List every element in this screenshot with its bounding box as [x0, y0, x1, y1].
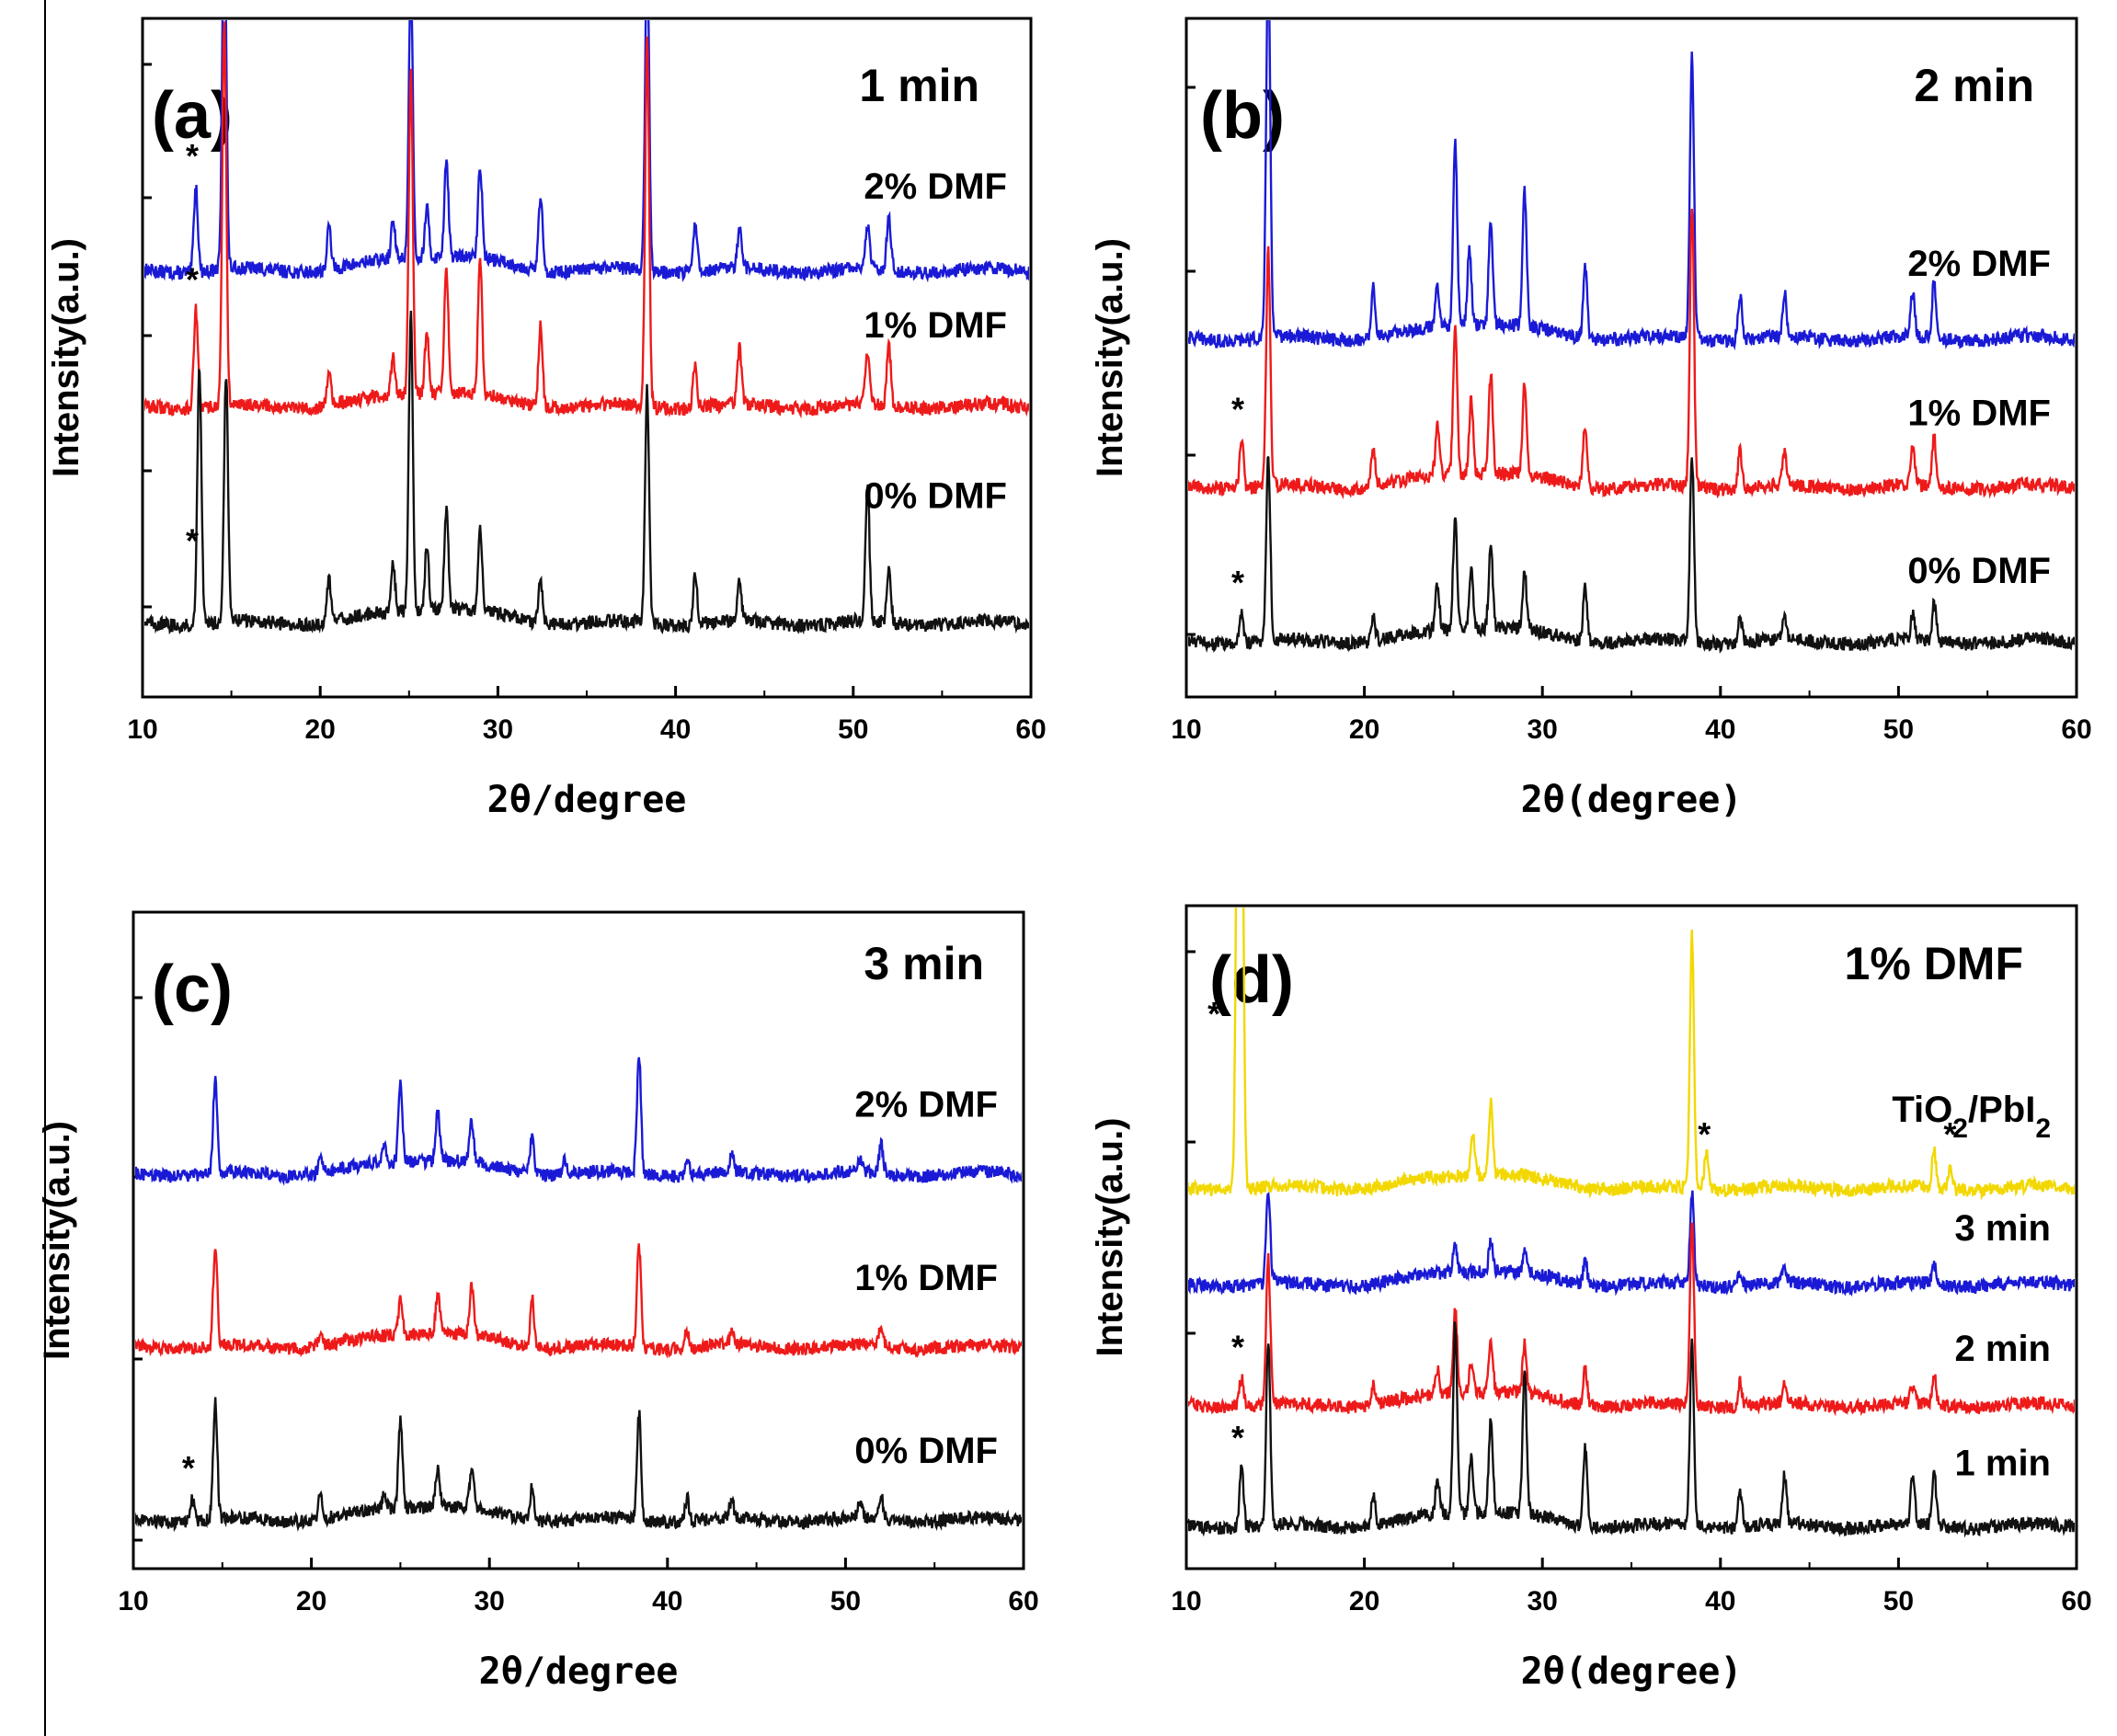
series-label: 0% DMF [1907, 551, 2051, 591]
series-line [144, 310, 1029, 635]
plot-frame [141, 17, 1033, 699]
panel-label: (c) [152, 953, 233, 1026]
peak-asterisk: * [186, 521, 199, 559]
series-label: 2% DMF [864, 166, 1007, 207]
series-label: 1 min [1955, 1443, 2051, 1483]
series-label: 0% DMF [864, 476, 1007, 517]
panel-label: (b) [1200, 79, 1285, 153]
x-axis-label: 2θ(degree) [1521, 779, 1743, 821]
y-axis-label: Intensity(a.u.) [46, 238, 86, 477]
series-line [1188, 908, 2075, 1201]
x-tick-label: 50 [838, 714, 868, 745]
x-tick-label: 10 [1171, 1586, 1201, 1616]
x-tick-label: 30 [1528, 1586, 1558, 1616]
peak-asterisk: * [1698, 1115, 1711, 1153]
peak-asterisk: * [186, 260, 199, 298]
peak-asterisk: * [1231, 1419, 1244, 1456]
series-line [1188, 209, 2075, 500]
peak-asterisk: * [1231, 1328, 1244, 1365]
x-tick-label: 20 [305, 714, 336, 745]
x-tick-label: 60 [1015, 714, 1046, 745]
x-tick-label: 10 [118, 1586, 148, 1616]
x-tick-label: 60 [1008, 1586, 1038, 1616]
x-tick-label: 20 [1349, 714, 1379, 745]
series-line [135, 1056, 1022, 1186]
series-label: TiO2/PbI2 [1892, 1090, 2051, 1144]
x-axis-label: 2θ/degree [479, 1650, 679, 1693]
series-label: 1% DMF [854, 1258, 998, 1298]
series-line [135, 1243, 1022, 1359]
y-axis-label: Intensity(a.u.) [1090, 1117, 1130, 1356]
corner-label: 3 min [864, 938, 984, 989]
x-tick-label: 40 [1705, 714, 1735, 745]
x-tick-label: 40 [652, 1586, 682, 1616]
x-tick-label: 10 [1171, 714, 1201, 745]
series-label: 0% DMF [854, 1431, 998, 1471]
series-line [144, 21, 1029, 419]
x-tick-label: 50 [1883, 1586, 1914, 1616]
panel-label: (d) [1209, 943, 1294, 1017]
corner-label: 2 min [1914, 60, 2034, 111]
plot-frame [1184, 17, 2078, 699]
x-tick-label: 30 [475, 1586, 505, 1616]
peak-asterisk: * [1943, 1115, 1956, 1153]
y-axis-label: Intensity(a.u.) [37, 1121, 77, 1360]
corner-label: 1% DMF [1845, 938, 2023, 989]
peak-asterisk: * [186, 137, 199, 175]
x-tick-label: 20 [1349, 1586, 1379, 1616]
series-line [1188, 1190, 2075, 1297]
series-label: 1% DMF [1907, 394, 2051, 434]
peak-asterisk: * [1207, 995, 1220, 1033]
peak-asterisk: * [1231, 391, 1244, 428]
series-line [1188, 1321, 2075, 1538]
series-label: 2% DMF [1907, 244, 2051, 284]
y-axis-label: Intensity(a.u.) [1090, 238, 1130, 477]
x-tick-label: 20 [296, 1586, 326, 1616]
x-tick-label: 30 [483, 714, 513, 745]
x-tick-label: 40 [660, 714, 691, 745]
series-line [1188, 20, 2075, 351]
peak-asterisk: * [182, 1449, 195, 1487]
plot-frame [1184, 904, 2078, 1570]
series-label: 2% DMF [854, 1085, 998, 1125]
peak-asterisk: * [1231, 564, 1244, 601]
panel-d: 10 20 30 40 50 60 2θ(degree) Intensity(a.u.) (d)… [1090, 904, 2092, 1693]
corner-label: 1 min [859, 60, 979, 111]
x-tick-label: 30 [1528, 714, 1558, 745]
series-line [1188, 1222, 2075, 1417]
x-tick-label: 60 [2061, 714, 2091, 745]
x-tick-label: 40 [1705, 1586, 1735, 1616]
series-label: 3 min [1955, 1208, 2051, 1249]
x-tick-label: 50 [1883, 714, 1914, 745]
panel-c: 10 20 30 40 50 60 2θ/degree Intensity(a.u.) (c) 3… [37, 910, 1039, 1693]
series-label: 1% DMF [864, 305, 1007, 346]
series-label: 2 min [1955, 1329, 2051, 1369]
series-line [135, 1397, 1022, 1533]
panel-a: 10 20 30 40 50 60 2θ/degree Intensity(a.u.) (a) 1… [46, 17, 1047, 821]
series-line [144, 20, 1029, 283]
series-line [1188, 456, 2075, 654]
x-tick-label: 10 [127, 714, 157, 745]
panel-b: 10 20 30 40 50 60 2θ(degree) Intensity(a.u.) (b)… [1090, 17, 2092, 821]
x-tick-label: 50 [830, 1586, 861, 1616]
panel-label: (a) [152, 79, 233, 153]
x-axis-label: 2θ/degree [487, 779, 687, 821]
x-axis-label: 2θ(degree) [1521, 1650, 1743, 1693]
x-tick-label: 60 [2061, 1586, 2091, 1616]
figure-left-rule [44, 0, 46, 1736]
